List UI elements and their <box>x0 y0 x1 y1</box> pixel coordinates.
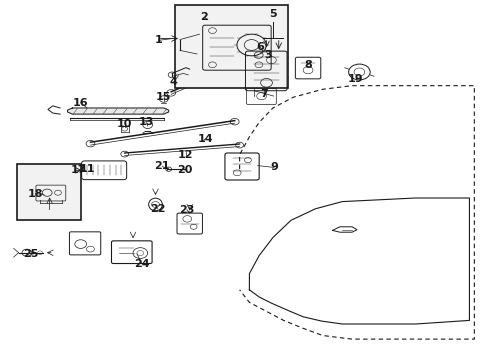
Text: 5: 5 <box>268 9 276 19</box>
Text: 22: 22 <box>149 204 165 214</box>
Text: 14: 14 <box>197 134 213 144</box>
Bar <box>175 5 287 88</box>
Text: 4: 4 <box>169 77 177 87</box>
Bar <box>17 164 81 220</box>
Text: 23: 23 <box>179 204 194 215</box>
Text: 15: 15 <box>156 92 171 102</box>
Text: 21: 21 <box>154 161 170 171</box>
Text: 2: 2 <box>200 12 208 22</box>
Text: 10: 10 <box>117 119 132 129</box>
Text: 8: 8 <box>304 60 311 70</box>
Text: 25: 25 <box>23 249 39 259</box>
Text: 18: 18 <box>27 189 43 199</box>
Text: 20: 20 <box>177 165 192 175</box>
Polygon shape <box>67 108 168 114</box>
Text: 3: 3 <box>264 50 271 60</box>
Text: 16: 16 <box>73 98 88 108</box>
Text: 9: 9 <box>269 162 277 172</box>
Text: 17: 17 <box>70 165 86 175</box>
Text: 12: 12 <box>178 150 193 160</box>
Text: 6: 6 <box>256 42 264 52</box>
Text: 11: 11 <box>79 164 95 174</box>
Text: 1: 1 <box>155 35 163 45</box>
Text: 24: 24 <box>134 258 149 269</box>
Text: 13: 13 <box>139 117 154 127</box>
Text: 7: 7 <box>260 89 267 99</box>
Text: 19: 19 <box>347 74 363 84</box>
